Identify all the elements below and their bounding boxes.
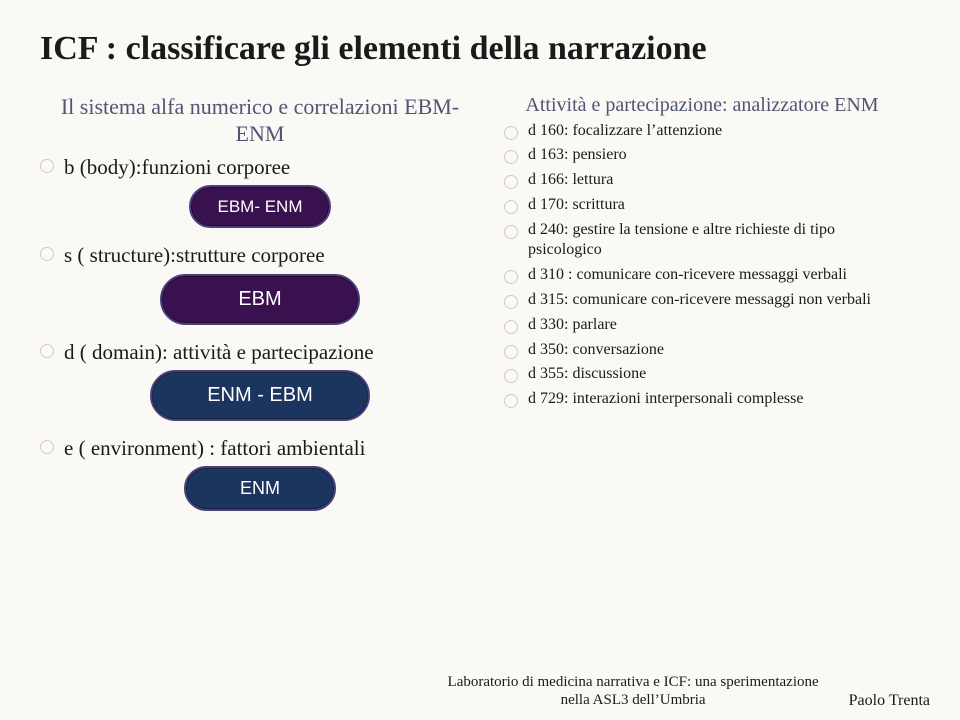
list-item: s ( structure):strutture corporee [40,242,480,269]
bullet-text: d 163: pensiero [528,145,627,166]
right-column: Attività e partecipazione: analizzatore … [504,93,900,526]
bullet-icon [40,159,54,173]
page-title: ICF : classificare gli elementi della na… [40,28,920,71]
slide: ICF : classificare gli elementi della na… [0,0,960,720]
footer-lab-line2: nella ASL3 dell’Umbria [561,692,706,708]
list-item: d 330: parlare [504,315,900,336]
bullet-text: d 160: focalizzare l’attenzione [528,121,722,142]
footer-author: Paolo Trenta [849,692,930,710]
bullet-icon [504,225,518,239]
bullet-text: s ( structure):strutture corporee [64,242,325,269]
bullet-icon [504,320,518,334]
list-item: d ( domain): attività e partecipazione [40,339,480,366]
list-item: d 315: comunicare con-ricevere messaggi … [504,290,900,311]
list-item: d 729: interazioni interpersonali comple… [504,389,900,410]
bullet-text: d 310 : comunicare con-ricevere messaggi… [528,265,847,286]
list-item: d 163: pensiero [504,145,900,166]
left-column: Il sistema alfa numerico e correlazioni … [40,93,480,526]
bullet-icon [40,344,54,358]
pill-row: ENM - EBM [40,370,480,421]
bullet-text: d 170: scrittura [528,195,625,216]
list-item: d 240: gestire la tensione e altre richi… [504,220,900,262]
pill-ebm-enm: EBM- ENM [189,185,331,229]
bullet-icon [504,126,518,140]
bullet-text: d 166: lettura [528,170,613,191]
bullet-icon [504,200,518,214]
list-item: d 355: discussione [504,364,900,385]
bullet-text: d 330: parlare [528,315,617,336]
list-item: e ( environment) : fattori ambientali [40,435,480,462]
footer: Laboratorio di medicina narrativa e ICF:… [0,673,960,711]
bullet-icon [504,150,518,164]
list-item: d 170: scrittura [504,195,900,216]
bullet-icon [504,295,518,309]
pill-row: ENM [40,466,480,511]
footer-lab: Laboratorio di medicina narrativa e ICF:… [448,673,819,711]
bullet-text: d ( domain): attività e partecipazione [64,339,374,366]
list-item: d 160: focalizzare l’attenzione [504,121,900,142]
list-item: b (body):funzioni corporee [40,154,480,181]
pill-row: EBM [40,274,480,325]
pill-ebm: EBM [160,274,360,325]
bullet-icon [504,394,518,408]
bullet-icon [40,247,54,261]
bullet-icon [40,440,54,454]
left-subhead: Il sistema alfa numerico e correlazioni … [40,93,480,148]
bullet-text: d 350: conversazione [528,340,664,361]
two-column-layout: Il sistema alfa numerico e correlazioni … [40,93,920,526]
pill-row: EBM- ENM [40,185,480,229]
bullet-icon [504,175,518,189]
bullet-text: d 315: comunicare con-ricevere messaggi … [528,290,871,311]
bullet-text: b (body):funzioni corporee [64,154,290,181]
pill-enm: ENM [184,466,336,511]
list-item: d 350: conversazione [504,340,900,361]
pill-enm-ebm: ENM - EBM [150,370,370,421]
bullet-text: d 729: interazioni interpersonali comple… [528,389,803,410]
right-subhead: Attività e partecipazione: analizzatore … [504,93,900,117]
list-item: d 166: lettura [504,170,900,191]
bullet-icon [504,369,518,383]
bullet-text: e ( environment) : fattori ambientali [64,435,365,462]
footer-lab-line1: Laboratorio di medicina narrativa e ICF:… [448,674,819,690]
bullet-text: d 240: gestire la tensione e altre richi… [528,220,900,262]
bullet-icon [504,345,518,359]
list-item: d 310 : comunicare con-ricevere messaggi… [504,265,900,286]
bullet-icon [504,270,518,284]
bullet-text: d 355: discussione [528,364,646,385]
